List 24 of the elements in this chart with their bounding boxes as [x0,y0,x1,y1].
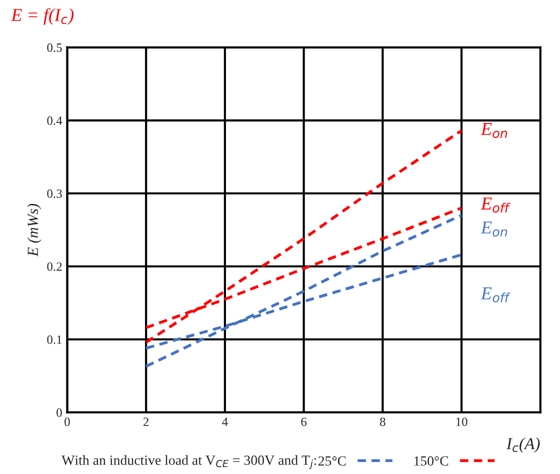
line-series [144,214,463,368]
annotation: E$_{off}$ [480,198,510,213]
legend-label: 25°C [318,456,346,466]
legend-label: 150°C [414,456,448,466]
x-tick-label: 0 [64,418,70,426]
annotation: E$_{on}$ [480,123,508,138]
y-tick-label: 0 [56,408,62,417]
legend-title: With an inductive load at V$_{CE}$ = 300V and T$_{j}$: [62,455,316,470]
x-axis-title: I$_{c}$(A) [506,438,540,453]
x-tick-label: 4 [222,418,228,426]
line-series [144,129,463,344]
x-tick-label: 6 [301,418,307,426]
annotation: E$_{off}$ [480,287,510,302]
x-tick-label: 10 [456,418,468,426]
x-tick-label: 2 [143,418,148,426]
y-axis-title: E (mWs) [27,204,42,257]
chart-title: E = f(I$_{c}$) [10,8,74,25]
y-tick-label: 0.5 [47,43,62,52]
annotation: E$_{on}$ [480,222,508,237]
y-tick-label: 0.3 [47,189,62,198]
y-tick-label: 0.4 [47,116,62,125]
x-tick-label: 8 [380,418,386,426]
y-tick-label: 0.2 [47,262,62,271]
y-tick-label: 0.1 [47,335,62,344]
